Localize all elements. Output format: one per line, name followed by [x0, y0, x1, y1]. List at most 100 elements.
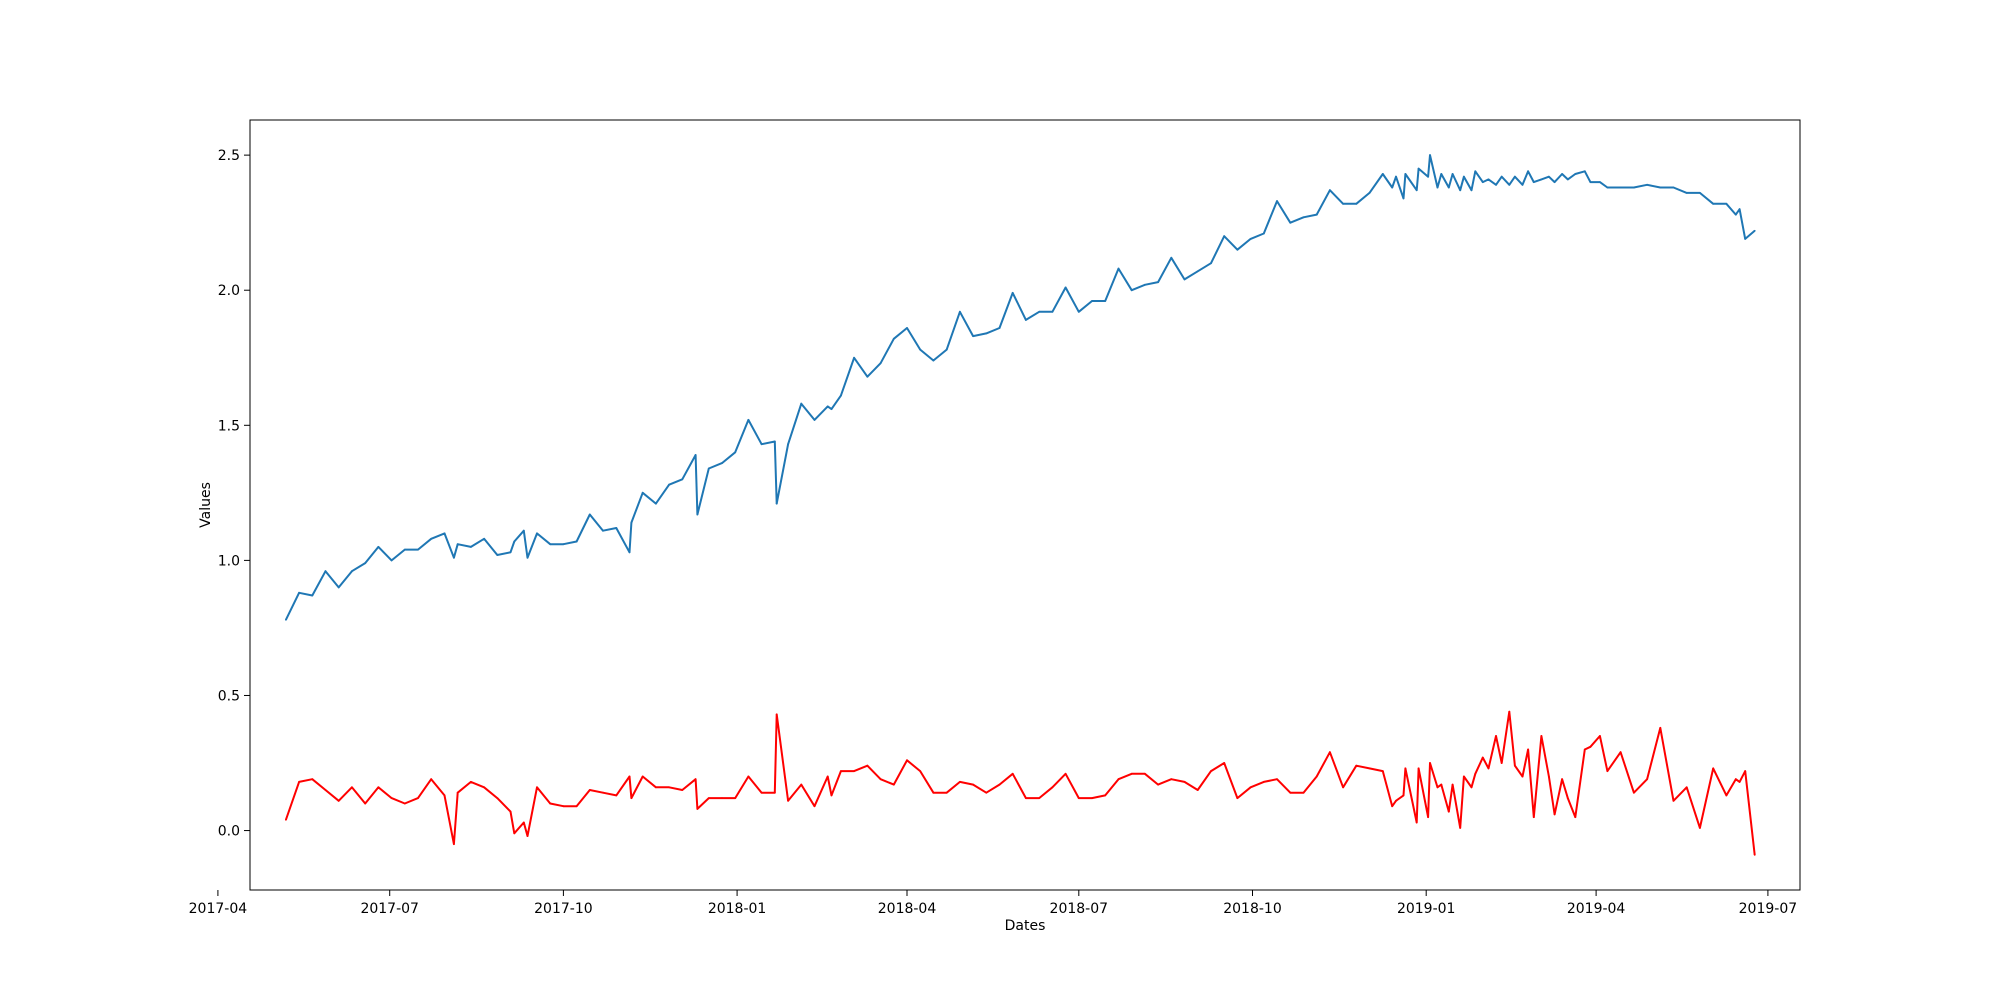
- series-1-point: [1553, 181, 1556, 184]
- series-1-point: [1606, 186, 1609, 189]
- series-2-point: [932, 791, 935, 794]
- series-1-point: [1262, 232, 1265, 235]
- series-1-point: [1091, 300, 1093, 302]
- series-1-point: [1391, 186, 1394, 189]
- series-1-point: [1289, 221, 1292, 224]
- series-1-point: [1619, 186, 1622, 189]
- series-2-point: [602, 791, 604, 794]
- x-tick-label: 2017-07: [360, 901, 419, 917]
- series-1-point: [509, 551, 512, 554]
- series-2-point: [1404, 767, 1407, 770]
- series-1-point: [1589, 181, 1592, 184]
- series-2-point: [1561, 778, 1563, 781]
- series-1-point: [1183, 278, 1186, 281]
- x-tick-label: 2019-04: [1567, 901, 1626, 917]
- series-1-point: [1566, 178, 1569, 181]
- series-1-point: [1487, 178, 1490, 181]
- series-1-point: [1427, 175, 1429, 178]
- series-2-point: [1540, 735, 1543, 737]
- series-1-point: [1157, 281, 1159, 283]
- series-2-point: [1157, 783, 1159, 786]
- series-1-point: [1734, 213, 1737, 216]
- series-2-point: [1451, 783, 1454, 786]
- series-1-point: [668, 483, 670, 486]
- series-2-point: [456, 791, 459, 794]
- series-1-point: [919, 348, 922, 351]
- series-2-point: [1429, 762, 1431, 764]
- series-1-point: [526, 556, 529, 559]
- series-2-point: [588, 789, 591, 791]
- y-axis: 0.0 0.5 1.0 1.5 2.0 2.5: [218, 148, 250, 840]
- series-1-point: [443, 532, 446, 535]
- series-2-point: [403, 802, 406, 805]
- series-1-point: [1599, 181, 1601, 184]
- series-2-point: [1329, 751, 1331, 754]
- series-1-point: [1302, 216, 1305, 219]
- series-1-point: [1355, 202, 1358, 205]
- series-1-point: [734, 451, 737, 454]
- series-1-point: [456, 543, 459, 546]
- series-1-point: [1672, 186, 1675, 189]
- series-2-point: [906, 759, 908, 762]
- series-2-point: [417, 797, 419, 799]
- series-2-point: [1646, 778, 1648, 781]
- series-2-point: [1183, 781, 1186, 783]
- series-1-point: [681, 478, 684, 481]
- series-2-point: [866, 764, 869, 767]
- series-1-point: [1210, 262, 1212, 265]
- series-2-point: [840, 770, 842, 772]
- series-2-point: [879, 778, 882, 781]
- series-2-point: [696, 808, 699, 810]
- series-2-point: [1342, 786, 1344, 789]
- series-2-point: [1725, 794, 1728, 797]
- series-2-point: [853, 770, 855, 772]
- series-1-point: [324, 570, 327, 573]
- series-2-point: [549, 802, 552, 805]
- series-2-point: [919, 770, 922, 772]
- series-2-point: [998, 783, 1001, 786]
- series-2-point: [1527, 748, 1529, 751]
- series-2-point: [760, 791, 763, 794]
- series-2-point: [377, 786, 380, 789]
- series-2-point: [1699, 827, 1701, 829]
- series-1-point: [1038, 310, 1041, 313]
- series-1-point: [630, 521, 633, 524]
- series-2-point: [1521, 775, 1524, 778]
- series-2-point: [1289, 791, 1292, 794]
- series-2-point: [562, 805, 565, 808]
- x-tick-label: 2018-10: [1223, 901, 1282, 917]
- series-2-point: [1440, 783, 1443, 786]
- series-1-point: [1712, 202, 1715, 205]
- series-1-point: [1646, 183, 1648, 186]
- series-1-point: [1574, 173, 1577, 175]
- series-1-point: [1368, 192, 1371, 194]
- series-1-point: [1329, 189, 1331, 192]
- series-2-point: [681, 789, 684, 791]
- series-1-point: [1481, 181, 1484, 184]
- series-2-point: [1583, 748, 1586, 751]
- x-tick-label: 2019-07: [1739, 901, 1798, 917]
- series-1-point: [615, 527, 618, 529]
- series-2-point: [1223, 762, 1226, 764]
- series-1-point: [906, 327, 908, 329]
- series-2-point: [1104, 794, 1107, 797]
- series-2-point: [615, 794, 618, 797]
- series-2-point: [1381, 770, 1384, 772]
- series-2-point: [1599, 735, 1601, 737]
- series-1-point: [549, 543, 552, 546]
- series-1-point: [496, 554, 499, 556]
- series-1-point: [1276, 200, 1278, 203]
- series-1-point: [1395, 175, 1397, 178]
- series-2-point: [1276, 778, 1278, 781]
- series-2-point: [1508, 710, 1511, 713]
- series-1-point: [932, 359, 935, 362]
- series-1-point: [1532, 181, 1535, 184]
- series-2-point: [1712, 767, 1715, 770]
- series-1-point: [1633, 186, 1635, 189]
- series-2-point: [668, 786, 670, 789]
- series-1-point: [390, 559, 393, 562]
- y-tick-label: 1.0: [218, 553, 240, 569]
- series-1-point: [1459, 189, 1462, 192]
- series-2-point: [1402, 794, 1405, 797]
- series-2-point: [1495, 735, 1497, 737]
